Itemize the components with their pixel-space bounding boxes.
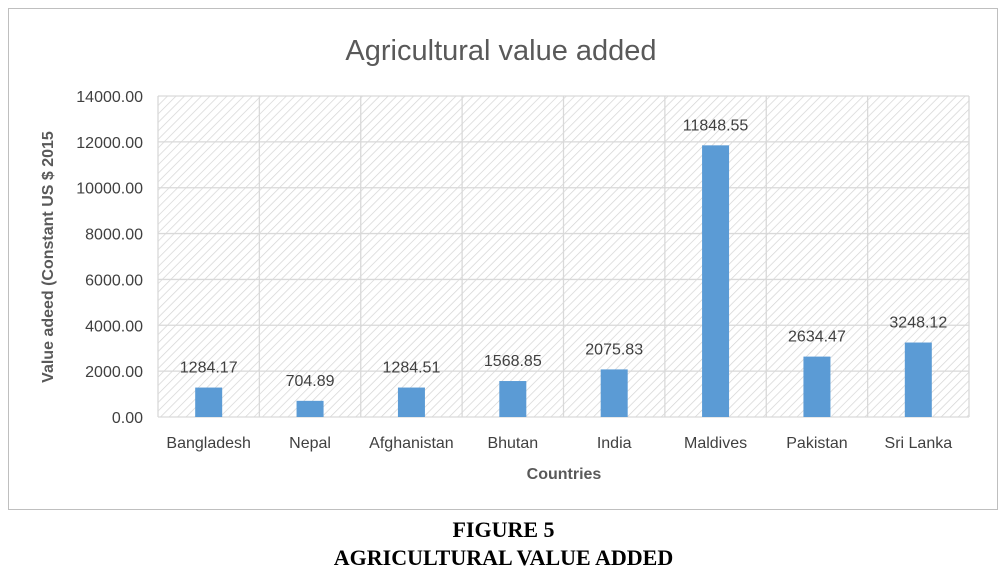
data-label: 704.89 [286,373,335,390]
y-tick-label: 6000.00 [85,272,143,289]
bars [195,145,932,417]
x-tick-label: Sri Lanka [885,435,953,452]
gridlines [157,95,970,418]
data-label: 11848.55 [683,117,749,134]
x-tick-label: Nepal [289,435,331,452]
bar [195,387,223,417]
bar [904,342,932,417]
bar [803,356,831,417]
x-tick-label: Maldives [684,435,747,452]
data-label: 1284.51 [383,360,441,377]
bar [499,381,527,417]
y-tick-label: 10000.00 [76,181,143,198]
y-tick-label: 14000.00 [76,89,143,106]
x-tick-label: Pakistan [786,435,847,452]
data-label: 2634.47 [788,329,846,346]
figure-number: FIGURE 5 [452,517,555,542]
x-tick-label: India [597,435,632,452]
y-tick-label: 0.00 [112,410,143,427]
x-tick-label: Bhutan [487,435,538,452]
bar [702,145,730,417]
data-label: 3248.12 [889,315,947,332]
y-axis-label: Value adeed (Constant US $ 2015 [40,131,57,383]
y-tick-labels: 0.00 2000.00 4000.00 6000.00 8000.00 10000.00… [76,89,143,427]
bar-chart: 1284.17 704.89 1284.51 1568.85 2075.83 11848.… [40,35,970,483]
y-tick-label: 2000.00 [85,364,143,381]
data-label: 2075.83 [585,341,643,358]
bar [397,387,425,417]
chart-title: Agricultural value added [345,35,656,67]
x-tick-labels: Bangladesh Nepal Afghanistan Bhutan India Mal… [166,435,952,452]
x-tick-label: Afghanistan [369,435,454,452]
y-tick-label: 12000.00 [76,135,143,152]
data-label: 1284.17 [180,360,238,377]
y-tick-label: 8000.00 [85,227,143,244]
x-axis-label: Countries [527,466,602,483]
data-label: 1568.85 [484,353,542,370]
x-tick-label: Bangladesh [166,435,251,452]
data-labels: 1284.17 704.89 1284.51 1568.85 2075.83 11848.… [180,117,948,390]
bar [296,400,324,417]
y-tick-label: 4000.00 [85,318,143,335]
bar [600,369,628,417]
figure-caption: AGRICULTURAL VALUE ADDED [333,545,674,570]
